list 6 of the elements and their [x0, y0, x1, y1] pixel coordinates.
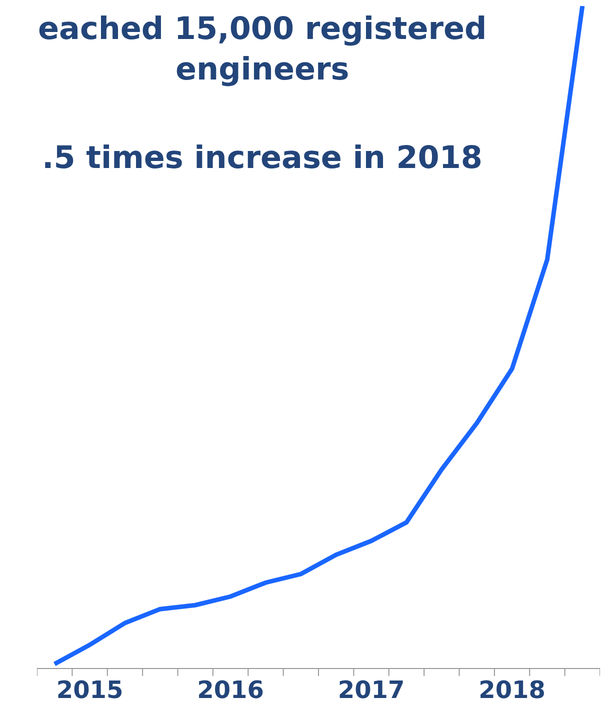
text: .5 times increase in 2018	[42, 140, 482, 176]
x-tick-label: 2015	[56, 676, 124, 704]
x-tick-label: 2016	[197, 676, 264, 704]
x-tick-label: 2017	[338, 676, 405, 704]
x-tick-label: 2018	[478, 676, 546, 704]
text: eached 15,000 registered engineers	[38, 11, 487, 88]
